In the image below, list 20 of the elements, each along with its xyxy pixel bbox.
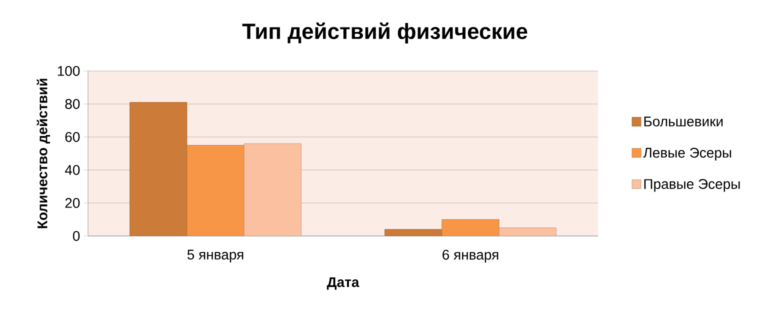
bar bbox=[442, 219, 500, 236]
legend-label: Большевики bbox=[644, 116, 723, 126]
y-axis-title: Количество действий bbox=[36, 78, 50, 228]
x-axis-title: Дата bbox=[326, 277, 360, 290]
y-tick-label: 100 bbox=[58, 66, 80, 76]
y-tick-label: 0 bbox=[72, 231, 80, 241]
x-tick-label: 6 января bbox=[442, 250, 498, 262]
legend-label: Левые Эсеры bbox=[643, 148, 732, 160]
bar bbox=[498, 228, 556, 236]
bar bbox=[244, 143, 302, 236]
y-tick-label: 60 bbox=[65, 132, 80, 142]
y-tick-label: 20 bbox=[65, 198, 80, 208]
bar bbox=[384, 229, 442, 236]
x-tick-label: 5 января bbox=[187, 250, 244, 262]
chart-title: Тип действий физические bbox=[242, 22, 528, 44]
bar bbox=[130, 102, 188, 236]
bar bbox=[186, 145, 244, 236]
y-tick-label: 80 bbox=[65, 99, 80, 109]
legend-label: Правые Эсеры bbox=[644, 179, 740, 192]
y-tick-label: 40 bbox=[64, 165, 80, 175]
